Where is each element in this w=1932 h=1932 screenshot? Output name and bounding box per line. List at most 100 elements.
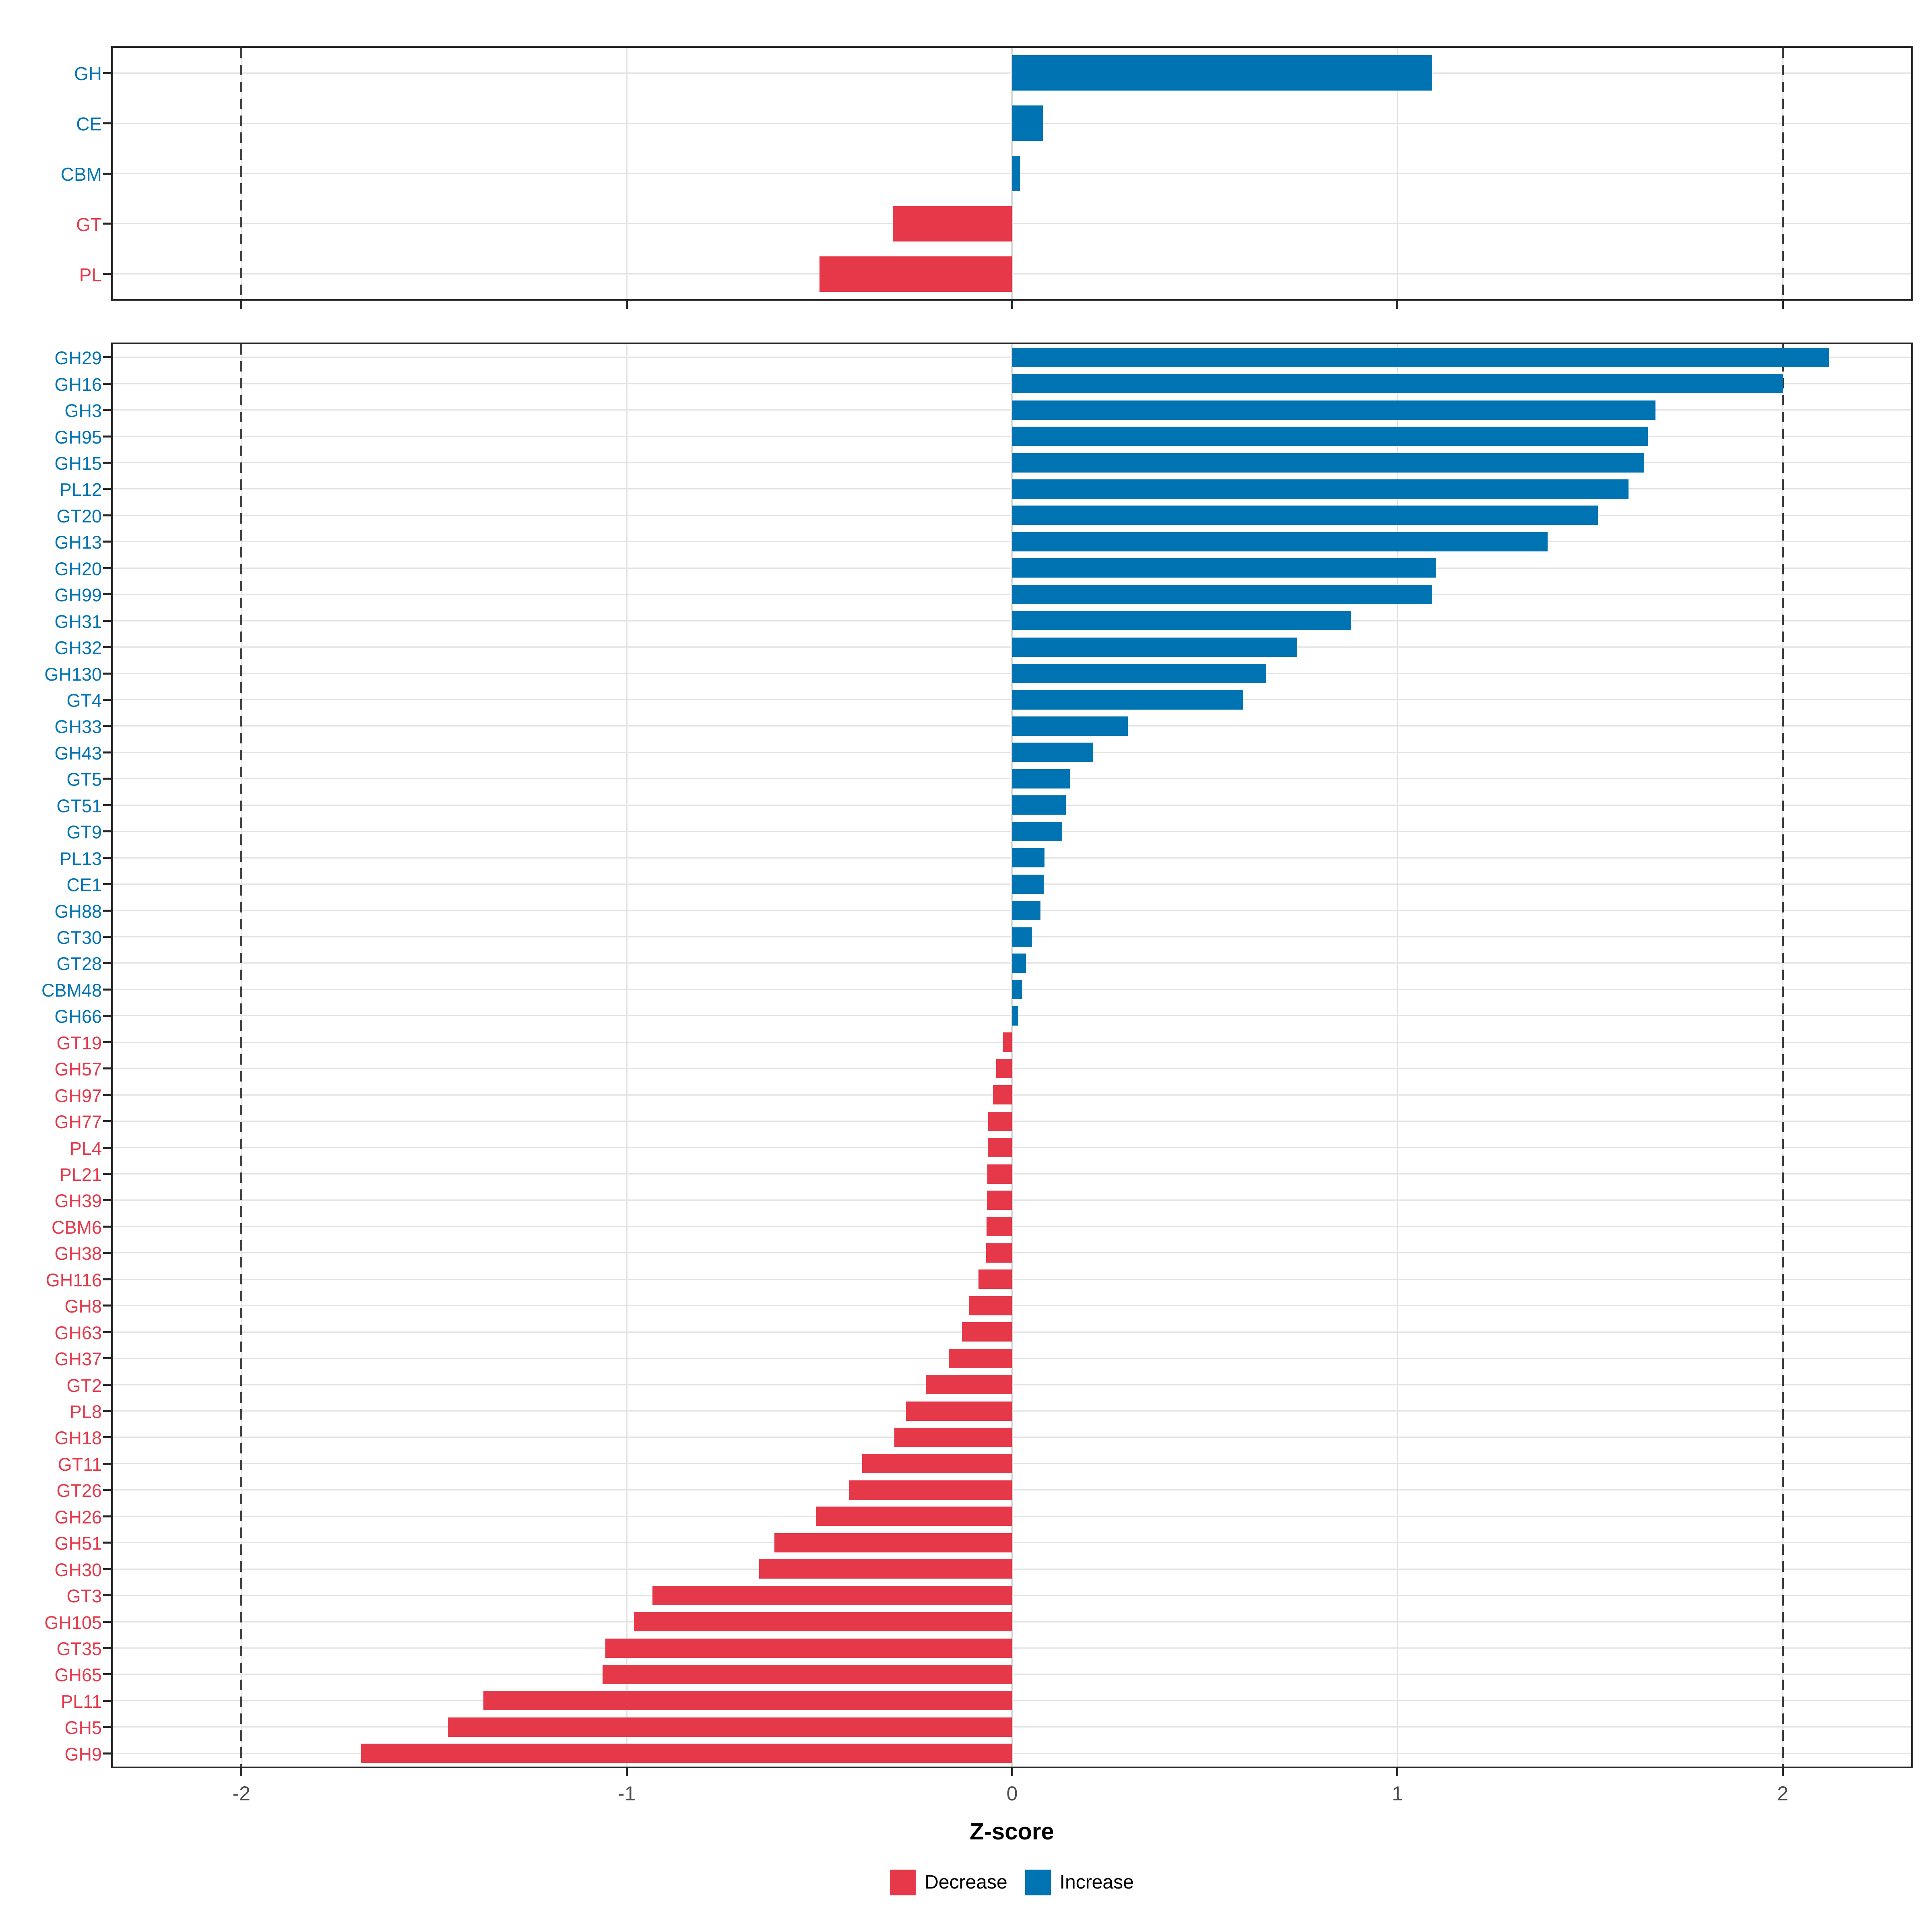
bar-PL11 xyxy=(483,1691,1012,1711)
gridline-y xyxy=(113,962,1911,964)
gridline-y xyxy=(113,594,1911,595)
bar-GH9 xyxy=(361,1744,1012,1763)
bar-GH5 xyxy=(448,1717,1012,1737)
gridline-y xyxy=(113,383,1911,384)
reference-line xyxy=(240,344,243,1767)
label-PL12: PL12 xyxy=(59,479,102,500)
x-tick-label: -1 xyxy=(617,1782,636,1805)
gridline-y xyxy=(113,804,1911,806)
x-axis-tick xyxy=(1011,1768,1013,1776)
label-GH30: GH30 xyxy=(54,1559,102,1580)
gridline-y xyxy=(113,699,1911,700)
y-axis-tick xyxy=(103,1278,111,1280)
y-axis-tick xyxy=(103,962,111,964)
enzyme-family-panel xyxy=(111,343,1913,1768)
bar-GT9 xyxy=(1012,822,1062,841)
label-PL8: PL8 xyxy=(69,1402,102,1422)
y-axis-tick xyxy=(103,122,111,124)
label-GH31: GH31 xyxy=(54,611,102,632)
y-axis-tick xyxy=(103,541,111,543)
label-GH26: GH26 xyxy=(54,1507,102,1527)
y-axis-tick xyxy=(103,1305,111,1307)
bar-GH51 xyxy=(774,1533,1012,1552)
y-axis-tick xyxy=(103,1252,111,1254)
bar-GH29 xyxy=(1012,347,1829,367)
y-axis-tick xyxy=(103,1383,111,1386)
bar-PL21 xyxy=(987,1164,1012,1184)
label-GH18: GH18 xyxy=(54,1428,102,1449)
bar-GT51 xyxy=(1012,795,1066,815)
y-axis-tick xyxy=(103,778,111,780)
y-axis-tick xyxy=(103,646,111,648)
bar-GH8 xyxy=(969,1296,1012,1315)
y-axis-tick xyxy=(103,619,111,622)
bar-GT5 xyxy=(1012,769,1070,788)
y-axis-tick xyxy=(103,883,111,886)
label-GH29: GH29 xyxy=(54,348,102,369)
bar-GH xyxy=(1012,55,1432,91)
label-GT9: GT9 xyxy=(66,822,102,843)
bar-GT3 xyxy=(652,1585,1012,1605)
y-axis-tick xyxy=(103,488,111,490)
gridline-y xyxy=(113,462,1911,463)
y-axis-tick xyxy=(103,567,111,569)
reference-line xyxy=(1781,48,1784,299)
bar-GT30 xyxy=(1012,927,1032,947)
gridline-y xyxy=(113,910,1911,911)
y-axis-tick xyxy=(103,593,111,596)
y-axis-tick xyxy=(103,273,111,275)
label-GH105: GH105 xyxy=(44,1612,102,1633)
bar-GH43 xyxy=(1012,743,1093,762)
bar-CBM48 xyxy=(1012,980,1022,999)
bar-GT28 xyxy=(1012,953,1026,973)
label-GT4: GT4 xyxy=(66,690,102,711)
y-axis-tick xyxy=(103,1015,111,1017)
gridline-y xyxy=(113,857,1911,859)
label-GH16: GH16 xyxy=(54,374,102,395)
x-axis-tick xyxy=(1396,1768,1399,1776)
y-axis-tick xyxy=(103,1594,111,1597)
gridline-y xyxy=(113,409,1911,411)
y-axis-tick xyxy=(103,1462,111,1465)
bar-GH88 xyxy=(1012,901,1041,921)
gridline-y xyxy=(113,436,1911,437)
label-GH37: GH37 xyxy=(54,1349,102,1370)
label-GH5: GH5 xyxy=(64,1717,102,1738)
bar-CE xyxy=(1012,105,1043,141)
y-axis-tick xyxy=(103,804,111,806)
y-axis-tick xyxy=(103,1041,111,1043)
x-axis-tick xyxy=(625,301,628,309)
y-axis-tick xyxy=(103,988,111,991)
bar-GH30 xyxy=(759,1559,1012,1579)
label-GH57: GH57 xyxy=(54,1059,102,1080)
bar-GT35 xyxy=(605,1638,1012,1658)
y-axis-tick xyxy=(103,1673,111,1676)
y-axis-tick xyxy=(103,672,111,675)
label-GT35: GT35 xyxy=(56,1639,102,1659)
bar-GH95 xyxy=(1012,427,1648,446)
gridline-y xyxy=(113,122,1911,124)
bar-PL12 xyxy=(1012,479,1629,499)
label-GH: GH xyxy=(74,63,102,85)
x-tick-label: 0 xyxy=(1006,1782,1018,1805)
decrease-swatch xyxy=(890,1870,916,1895)
bar-GH97 xyxy=(993,1085,1012,1105)
y-axis-tick xyxy=(103,1146,111,1149)
label-PL: PL xyxy=(79,264,102,285)
gridline-y xyxy=(113,1015,1911,1017)
label-GT19: GT19 xyxy=(56,1032,102,1053)
y-axis-tick xyxy=(103,1225,111,1228)
gridline-y xyxy=(113,725,1911,727)
gridline-y xyxy=(113,173,1911,174)
label-PL4: PL4 xyxy=(69,1138,102,1159)
bar-CBM6 xyxy=(987,1217,1012,1236)
label-GT30: GT30 xyxy=(56,927,102,948)
x-tick-label: -2 xyxy=(232,1782,250,1805)
gridline-x xyxy=(626,344,627,1767)
gridline-y xyxy=(113,936,1911,937)
y-axis-tick xyxy=(103,1647,111,1649)
y-axis-tick xyxy=(103,1489,111,1491)
label-GT3: GT3 xyxy=(66,1586,102,1607)
y-axis-tick xyxy=(103,936,111,938)
bar-GH26 xyxy=(816,1507,1012,1526)
